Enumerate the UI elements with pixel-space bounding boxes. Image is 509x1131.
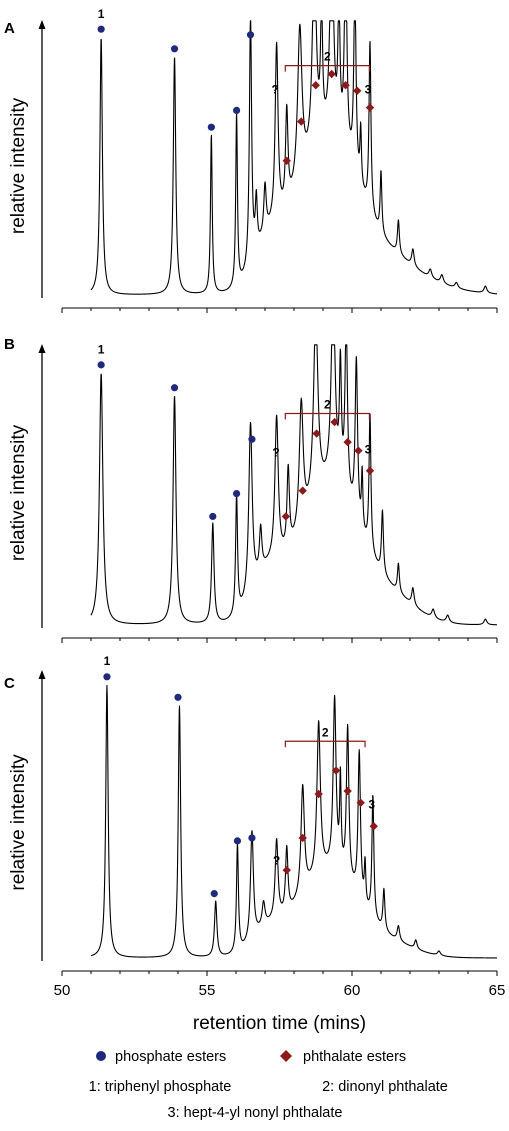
- panel-letter-C: C: [4, 675, 15, 692]
- phosphate-marker-A: [207, 123, 215, 131]
- y-axis-arrow-C: [38, 670, 46, 679]
- phthalate-marker-A: [353, 86, 362, 95]
- bracket-label-B: 2: [324, 398, 331, 412]
- phosphate-marker-B: [232, 489, 241, 498]
- phosphate-marker-C: [174, 693, 182, 701]
- legend-phthalate-marker: [280, 1050, 292, 1062]
- peak-label-3-B: 3: [365, 443, 372, 457]
- y-axis-label-C: relative intensity: [8, 754, 29, 891]
- annotation-1: 1: triphenyl phosphate: [89, 1079, 232, 1095]
- bracket-2-C: [284, 740, 366, 748]
- x-tick-label: 60: [344, 982, 361, 999]
- x-tick-label: 55: [199, 982, 216, 999]
- legend-phthalate-label: phthalate esters: [303, 1049, 406, 1065]
- panel-letter-B: B: [4, 336, 15, 353]
- peak-label-1-A: 1: [98, 7, 105, 21]
- phthalate-marker-C: [298, 833, 307, 843]
- phosphate-marker-C: [248, 834, 256, 842]
- phosphate-marker-B: [170, 384, 179, 392]
- unknown-peak-label-B: ?: [272, 445, 279, 459]
- phthalate-marker-A: [341, 81, 350, 90]
- peak-label-3-C: 3: [368, 798, 375, 812]
- peak-label-1-C: 1: [104, 654, 111, 668]
- unknown-peak-label-C: ?: [273, 853, 280, 867]
- phthalate-marker-C: [343, 786, 352, 796]
- phthalate-marker-B: [343, 437, 352, 447]
- phthalate-marker-B: [365, 466, 375, 475]
- x-tick-label: 50: [54, 982, 71, 999]
- x-tick-label: 65: [489, 982, 506, 999]
- annotation-3: 3: hept-4-yl nonyl phthalate: [168, 1105, 343, 1121]
- phthalate-marker-C: [314, 789, 323, 799]
- phosphate-marker-A: [232, 106, 241, 114]
- phthalate-marker-C: [331, 766, 341, 775]
- y-axis-arrow-A: [38, 20, 46, 29]
- y-axis-label-A: relative intensity: [8, 97, 29, 234]
- phosphate-marker-C: [103, 673, 111, 681]
- legend-phosphate-marker: [96, 1051, 106, 1061]
- phosphate-marker-B: [248, 435, 256, 443]
- phthalate-marker-A: [327, 69, 336, 79]
- peak-label-3-A: 3: [365, 83, 372, 97]
- phthalate-marker-B: [312, 429, 321, 438]
- x-axis-label: retention time (mins): [193, 1013, 366, 1034]
- phosphate-marker-A: [97, 25, 105, 33]
- phthalate-marker-B: [330, 417, 339, 427]
- phosphate-marker-A: [170, 45, 179, 53]
- phthalate-marker-A: [282, 156, 291, 165]
- phthalate-marker-B: [281, 512, 291, 521]
- chromatogram-trace-B: [90, 344, 498, 626]
- bracket-2-A: [284, 65, 370, 72]
- phosphate-marker-C: [210, 890, 218, 898]
- peak-label-1-B: 1: [98, 342, 105, 356]
- bracket-label-A: 2: [324, 50, 331, 64]
- legend-phosphate-label: phosphate esters: [115, 1049, 226, 1065]
- phthalate-marker-A: [311, 81, 320, 90]
- phthalate-marker-B: [354, 446, 363, 455]
- panel-letter-A: A: [4, 20, 15, 37]
- phthalate-marker-A: [297, 117, 306, 126]
- bracket-2-B: [284, 412, 370, 420]
- phthalate-marker-C: [369, 822, 378, 831]
- unknown-peak-label-A: ?: [271, 83, 278, 97]
- phosphate-marker-B: [209, 512, 217, 521]
- y-axis-arrow-B: [38, 344, 46, 353]
- phthalate-marker-C: [282, 865, 291, 875]
- annotation-2: 2: dinonyl phthalate: [322, 1079, 448, 1095]
- phosphate-marker-A: [246, 31, 255, 39]
- chromatogram-trace-C: [90, 684, 498, 959]
- y-axis-label-B: relative intensity: [8, 424, 29, 561]
- phosphate-marker-C: [233, 837, 242, 845]
- chromatogram-trace-A: [90, 20, 498, 295]
- phthalate-marker-B: [298, 486, 307, 495]
- phthalate-marker-C: [356, 798, 365, 807]
- phthalate-marker-A: [365, 103, 375, 112]
- bracket-label-C: 2: [322, 725, 329, 739]
- phosphate-marker-B: [97, 361, 105, 369]
